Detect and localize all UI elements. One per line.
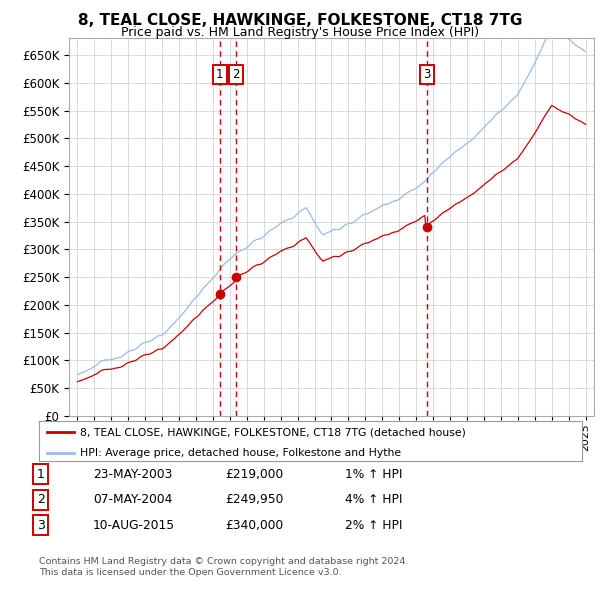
Text: 2: 2 [37,493,45,506]
Text: 8, TEAL CLOSE, HAWKINGE, FOLKESTONE, CT18 7TG: 8, TEAL CLOSE, HAWKINGE, FOLKESTONE, CT1… [78,13,522,28]
Text: £249,950: £249,950 [225,493,283,506]
Text: HPI: Average price, detached house, Folkestone and Hythe: HPI: Average price, detached house, Folk… [80,448,401,458]
Text: 23-MAY-2003: 23-MAY-2003 [93,468,172,481]
Text: 07-MAY-2004: 07-MAY-2004 [93,493,172,506]
Bar [427,38,435,416]
Text: 8, TEAL CLOSE, HAWKINGE, FOLKESTONE, CT18 7TG (detached house): 8, TEAL CLOSE, HAWKINGE, FOLKESTONE, CT1… [80,428,466,438]
Text: 1: 1 [37,468,45,481]
Bar [220,38,236,416]
Text: This data is licensed under the Open Government Licence v3.0.: This data is licensed under the Open Gov… [39,568,341,577]
Text: £340,000: £340,000 [225,519,283,532]
Text: 2% ↑ HPI: 2% ↑ HPI [345,519,403,532]
Text: 4% ↑ HPI: 4% ↑ HPI [345,493,403,506]
Text: 1% ↑ HPI: 1% ↑ HPI [345,468,403,481]
Text: £219,000: £219,000 [225,468,283,481]
Text: Price paid vs. HM Land Registry's House Price Index (HPI): Price paid vs. HM Land Registry's House … [121,26,479,39]
Text: 10-AUG-2015: 10-AUG-2015 [93,519,175,532]
Text: 1: 1 [216,68,223,81]
Text: 2: 2 [232,68,239,81]
Text: Contains HM Land Registry data © Crown copyright and database right 2024.: Contains HM Land Registry data © Crown c… [39,558,409,566]
Text: 3: 3 [423,68,430,81]
Text: 3: 3 [37,519,45,532]
